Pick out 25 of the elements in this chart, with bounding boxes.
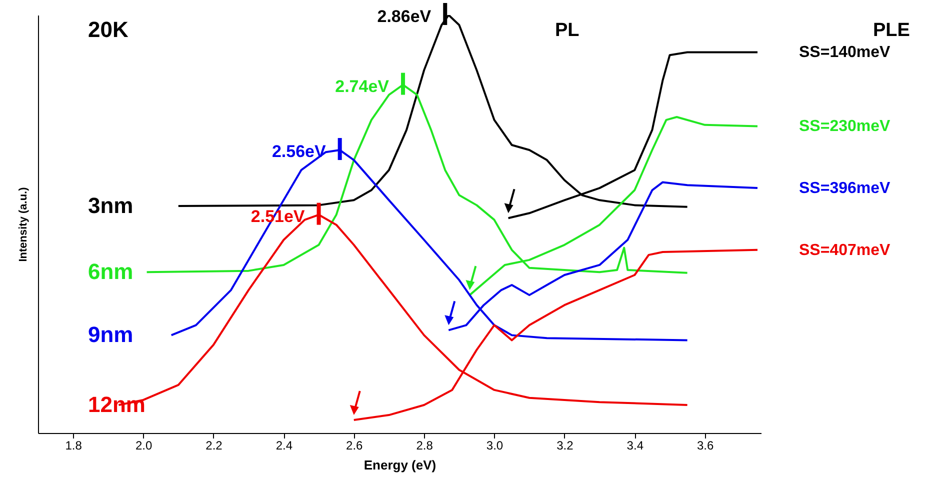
x-tick-label: 3.2 xyxy=(556,438,574,452)
x-tick-label: 3.4 xyxy=(626,438,644,452)
text: SS=396meV xyxy=(799,180,891,198)
text: 3nm xyxy=(88,193,134,218)
x-tick-label: 1.8 xyxy=(65,438,82,452)
x-tick-label: 3.6 xyxy=(697,438,714,452)
text: SS=230meV xyxy=(799,118,891,136)
x-tick-label: 2.6 xyxy=(346,438,364,452)
series-label: 6nm xyxy=(88,259,134,284)
annotation: 2.74eV xyxy=(335,76,390,96)
x-tick-label: 3.0 xyxy=(486,438,504,452)
x-axis-title: Energy (eV) xyxy=(364,458,436,472)
y-axis-title: Intensity (a.u.) xyxy=(18,186,30,262)
text: SS=407meV xyxy=(799,242,891,259)
series-label: 9nm xyxy=(88,322,134,348)
text: PLE xyxy=(873,20,910,41)
x-tick-label: 2.4 xyxy=(276,438,293,452)
x-tick-label: 2.0 xyxy=(135,438,152,452)
annotation: 2.56eV xyxy=(272,142,326,162)
annotation: 2.86eV xyxy=(377,7,432,26)
text: SS=140meV xyxy=(799,44,891,62)
x-tick-label: 2.8 xyxy=(416,438,434,452)
annotation: 20K xyxy=(88,17,128,42)
annotation: PL xyxy=(555,20,580,41)
x-tick-label: 2.2 xyxy=(206,438,223,452)
